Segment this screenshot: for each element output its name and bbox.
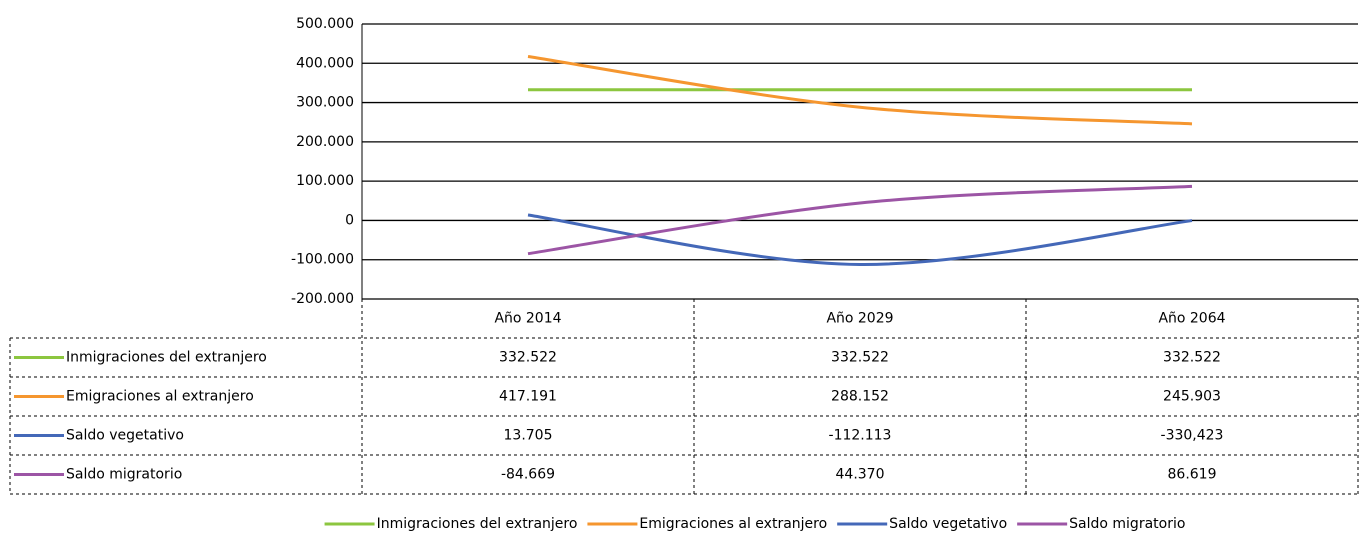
legend-label: Saldo vegetativo bbox=[889, 516, 1007, 532]
series-line bbox=[527, 184, 1193, 256]
x-tick-label: Año 2029 bbox=[826, 311, 893, 327]
y-tick-label: -100.000 bbox=[291, 252, 354, 268]
x-tick-label: Año 2064 bbox=[1158, 311, 1225, 327]
legend-label: Emigraciones al extranjero bbox=[639, 516, 827, 532]
table-cell: 332.522 bbox=[1163, 350, 1221, 366]
row-label: Saldo migratorio bbox=[66, 467, 182, 483]
row-label: Inmigraciones del extranjero bbox=[66, 350, 267, 366]
legend: Inmigraciones del extranjero Emigraciones… bbox=[324, 516, 1185, 532]
legend-label: Inmigraciones del extranjero bbox=[377, 516, 578, 532]
table-cell: 86.619 bbox=[1168, 467, 1217, 483]
series-line bbox=[527, 55, 1193, 126]
table-cell: -330,423 bbox=[1161, 428, 1224, 444]
y-tick-label: 400.000 bbox=[296, 55, 354, 71]
row-label: Saldo vegetativo bbox=[66, 428, 184, 444]
table-cell: 417.191 bbox=[499, 389, 557, 405]
table-cell: 13.705 bbox=[504, 428, 553, 444]
table-cell: 288.152 bbox=[831, 389, 889, 405]
table-cell: 332.522 bbox=[831, 350, 889, 366]
y-tick-label: 300.000 bbox=[296, 95, 354, 111]
x-tick-label: Año 2014 bbox=[494, 311, 561, 327]
table-cell: -84.669 bbox=[501, 467, 555, 483]
table-cell: 332.522 bbox=[499, 350, 557, 366]
y-tick-label: -200.000 bbox=[291, 291, 354, 307]
legend-label: Saldo migratorio bbox=[1069, 516, 1185, 532]
y-tick-label: 200.000 bbox=[296, 134, 354, 150]
row-label: Emigraciones al extranjero bbox=[66, 389, 254, 405]
y-tick-label: 100.000 bbox=[296, 173, 354, 189]
table-cell: 245.903 bbox=[1163, 389, 1221, 405]
table-cell: 44.370 bbox=[836, 467, 885, 483]
series-line bbox=[527, 213, 1193, 266]
y-tick-label: 500.000 bbox=[296, 16, 354, 32]
table-cell: -112.113 bbox=[829, 428, 892, 444]
y-tick-label: 0 bbox=[345, 212, 354, 228]
